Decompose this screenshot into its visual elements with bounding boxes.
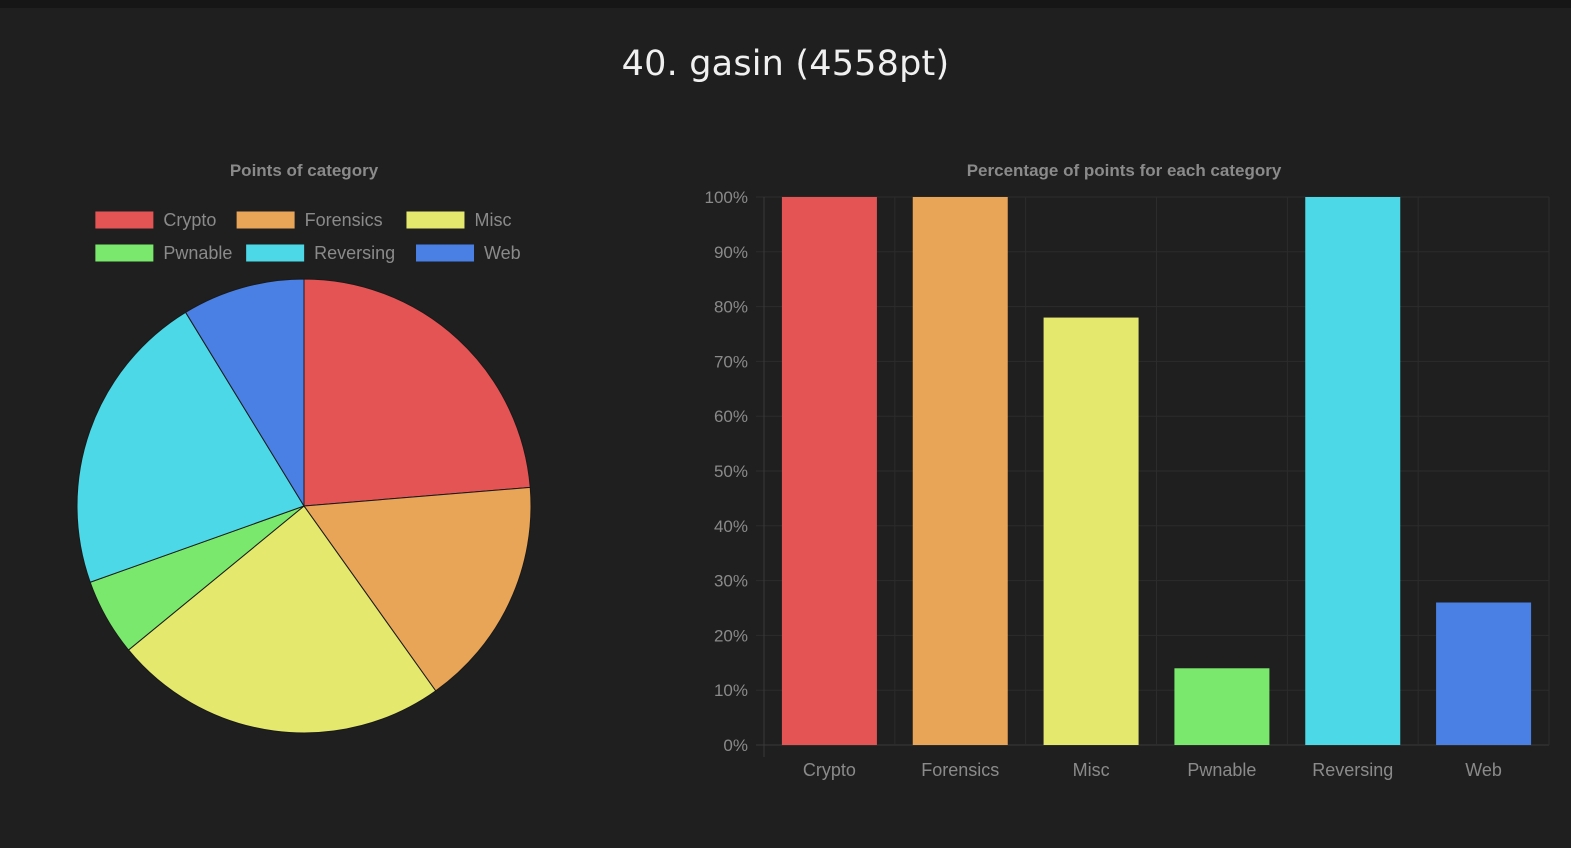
pie-slice-forensics[interactable]	[303, 486, 532, 692]
pie-legend: Crypto Forensics Misc Pwnable Reversing Web	[95, 210, 521, 263]
y-tick-label: 90%	[714, 243, 748, 262]
legend-label-reversing: Reversing	[314, 243, 395, 263]
legend-item-misc[interactable]: Misc	[406, 210, 511, 230]
y-tick-label: 70%	[714, 352, 748, 371]
y-tick-label: 0%	[723, 736, 748, 755]
x-tick-label-misc: Misc	[1073, 760, 1110, 780]
x-tick-label-pwnable: Pwnable	[1187, 760, 1256, 780]
legend-item-crypto[interactable]: Crypto	[95, 210, 216, 230]
pie-chart-title: Points of category	[230, 161, 379, 180]
bar-crypto[interactable]	[781, 197, 877, 745]
y-tick-label: 40%	[714, 517, 748, 536]
legend-item-forensics[interactable]: Forensics	[236, 210, 383, 230]
y-tick-label: 60%	[714, 407, 748, 426]
bar-web[interactable]	[1436, 602, 1532, 745]
bar-pwnable[interactable]	[1174, 668, 1270, 745]
pie-slices	[76, 278, 532, 734]
legend-swatch-misc	[406, 211, 465, 229]
legend-swatch-forensics	[236, 211, 295, 229]
top-bar	[0, 0, 1571, 8]
bar-x-axis: Crypto Forensics Misc Pwnable Reversing Web	[803, 760, 1502, 780]
legend-label-crypto: Crypto	[163, 210, 216, 230]
pie-slice-misc[interactable]	[127, 505, 437, 734]
y-tick-label: 100%	[705, 188, 748, 207]
legend-item-pwnable[interactable]: Pwnable	[95, 243, 232, 263]
bar-forensics[interactable]	[912, 197, 1008, 745]
legend-swatch-web	[416, 244, 475, 262]
legend-swatch-crypto	[95, 211, 154, 229]
bar-reversing[interactable]	[1305, 197, 1401, 745]
legend-swatch-reversing	[246, 244, 305, 262]
y-tick-label: 10%	[714, 681, 748, 700]
y-tick-label: 50%	[714, 462, 748, 481]
legend-label-misc: Misc	[474, 210, 511, 230]
page-title: 40. gasin (4558pt)	[621, 44, 950, 84]
y-tick-label: 30%	[714, 572, 748, 591]
legend-label-web: Web	[484, 243, 521, 263]
y-tick-label: 20%	[714, 626, 748, 645]
x-tick-label-forensics: Forensics	[921, 760, 999, 780]
bar-misc[interactable]	[1043, 317, 1139, 745]
bar-chart-title: Percentage of points for each category	[967, 161, 1282, 180]
pie-slice-crypto[interactable]	[303, 278, 531, 507]
legend-label-pwnable: Pwnable	[163, 243, 232, 263]
bar-grid	[756, 196, 1550, 757]
y-tick-label: 80%	[714, 298, 748, 317]
pie-slice-web[interactable]	[184, 278, 305, 508]
legend-label-forensics: Forensics	[305, 210, 383, 230]
bar-series	[781, 197, 1532, 745]
legend-item-reversing[interactable]: Reversing	[246, 243, 395, 263]
pie-slice-reversing[interactable]	[76, 311, 305, 583]
pie-chart: Points of category Crypto Forensics Misc Pw…	[76, 161, 532, 734]
bar-y-axis: 0% 10% 20% 30% 40% 50% 60% 70% 80% 90% 100%	[705, 188, 748, 755]
legend-swatch-pwnable	[95, 244, 154, 262]
x-tick-label-crypto: Crypto	[803, 760, 856, 780]
legend-item-web[interactable]: Web	[416, 243, 521, 263]
x-tick-label-web: Web	[1465, 760, 1502, 780]
x-tick-label-reversing: Reversing	[1312, 760, 1393, 780]
